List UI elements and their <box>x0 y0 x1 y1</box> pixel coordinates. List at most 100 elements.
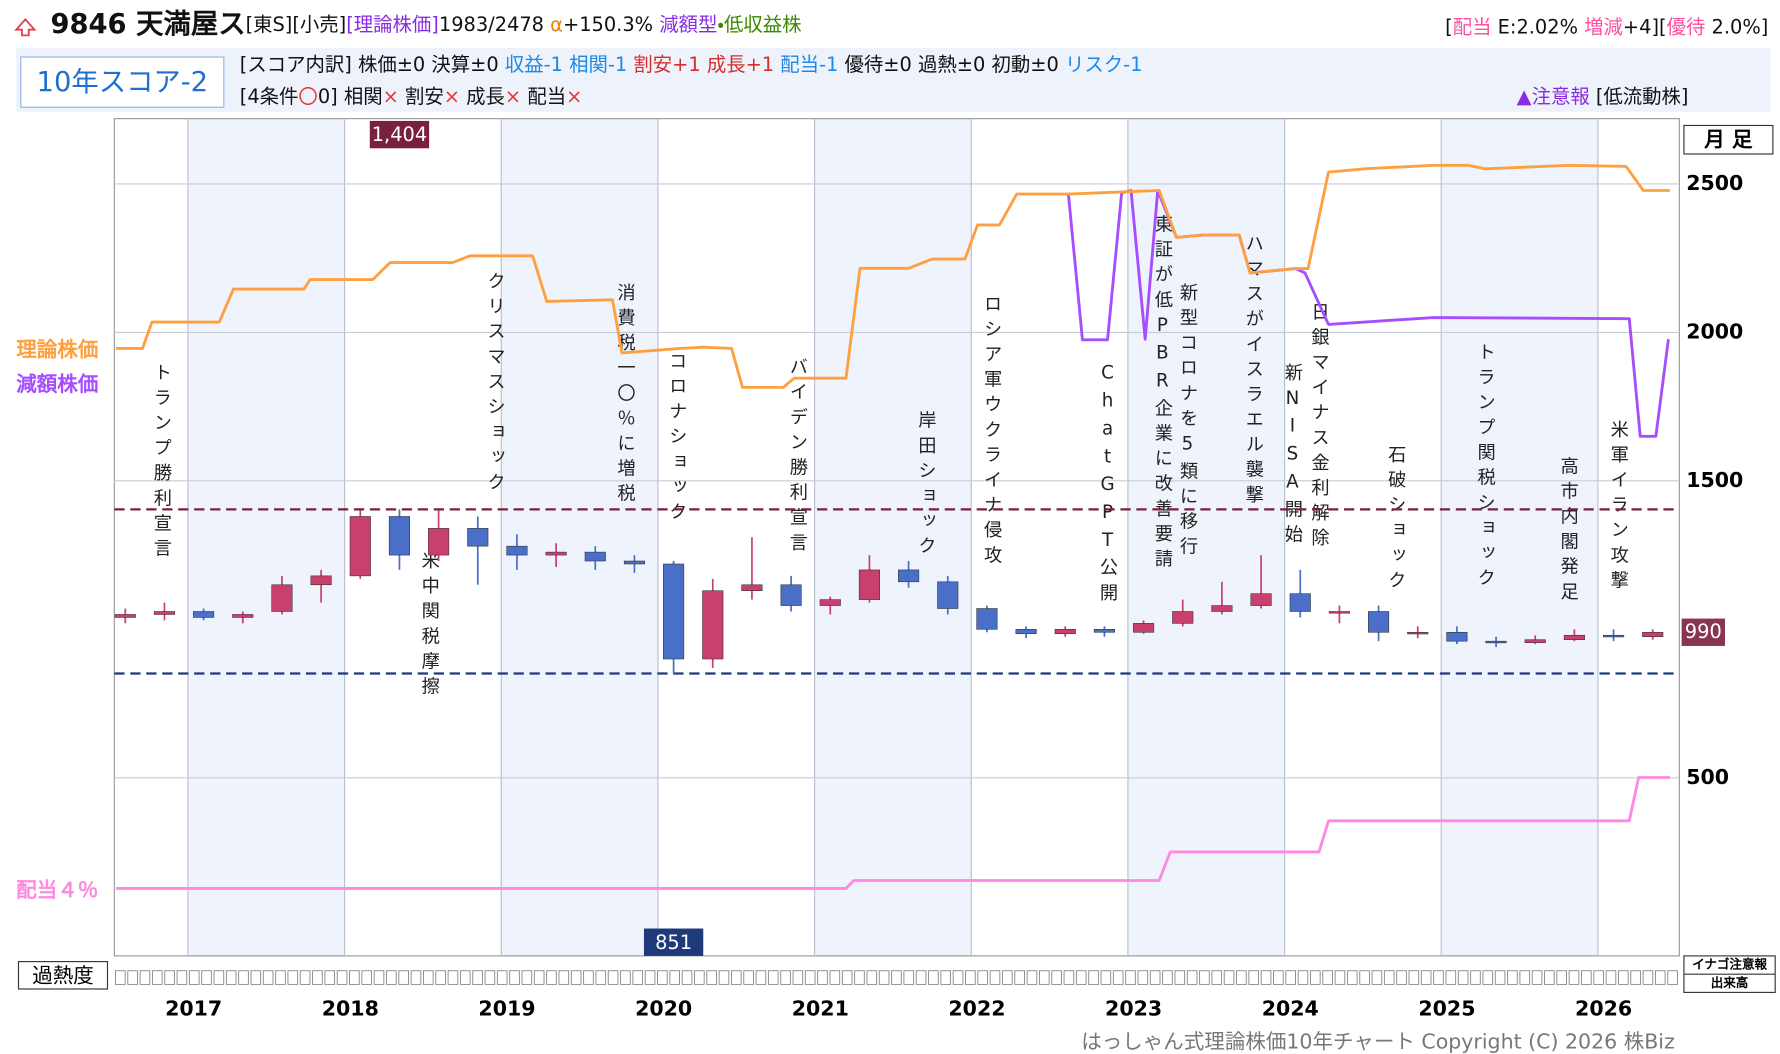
candle-body <box>1446 631 1468 642</box>
event-annotation: 日銀マイナス金利解除 <box>1309 302 1330 553</box>
candle-body <box>858 569 880 600</box>
candle-body <box>1211 605 1233 612</box>
overheat-cell <box>1470 970 1481 985</box>
header-segment: 1983/2478 <box>439 13 550 36</box>
last-price-bg <box>1681 618 1725 646</box>
candle-body <box>1289 593 1311 612</box>
header-segment: 割安+1 成長+1 <box>633 53 780 76</box>
event-annotation: コロナショック <box>666 351 687 527</box>
header-segment: 0] 相関 <box>318 84 383 107</box>
overheat-cell <box>1088 970 1099 985</box>
overheat-cell <box>188 970 200 985</box>
overheat-cell <box>1519 970 1531 985</box>
year-band <box>187 118 345 956</box>
overheat-cell <box>891 970 902 985</box>
x-tick-label: 2018 <box>322 997 379 1021</box>
event-annotation: トランプ関税ショック <box>1475 342 1496 593</box>
overheat-cell <box>533 970 545 985</box>
overheat-cell <box>1359 970 1370 985</box>
overheat-cell <box>410 970 422 985</box>
overheat-cell <box>1236 970 1247 985</box>
overheat-cell <box>312 970 323 985</box>
overheat-cell <box>287 970 299 985</box>
overheat-cell <box>977 970 988 985</box>
overheat-cell <box>829 970 841 985</box>
x-tick-label: 2017 <box>165 997 222 1021</box>
candle-body <box>428 528 450 556</box>
overheat-cell <box>1038 970 1050 985</box>
candle-body <box>1407 631 1429 635</box>
header-segment: [ <box>1445 15 1453 38</box>
reference-label: 851 <box>655 931 692 954</box>
overheat-cell <box>1531 970 1543 985</box>
overheat-cell <box>866 970 878 985</box>
candle-body <box>1524 639 1546 643</box>
reference-label: 1,404 <box>372 123 427 146</box>
overheat-cell <box>213 970 225 985</box>
overheat-cell <box>386 970 397 985</box>
overheat-cell <box>1026 970 1038 985</box>
overheat-cell <box>1285 970 1296 985</box>
overheat-cell <box>743 970 754 985</box>
overheat-cell <box>730 970 742 985</box>
overheat-cell <box>1457 970 1469 985</box>
x-tick-label: 2020 <box>635 997 692 1021</box>
header-segment: [4条件 <box>240 84 299 107</box>
y-tick-label: 1500 <box>1686 468 1743 492</box>
event-annotation: 消費税一〇％に増税 <box>615 283 636 509</box>
year-band <box>1127 118 1285 956</box>
header-segment: 配当 <box>521 84 566 107</box>
overheat-cell <box>139 970 151 985</box>
overheat-cell <box>989 970 1001 985</box>
header-segment: [理論株価] <box>346 13 439 36</box>
overheat-cell <box>755 970 767 985</box>
overheat-cell <box>349 970 360 985</box>
overheat-cell <box>792 970 804 985</box>
overheat-cell <box>164 970 175 985</box>
legend-entry: 減額株価 <box>16 372 98 396</box>
overheat-cell <box>115 970 126 985</box>
header-segment: 2.0%] <box>1705 15 1768 38</box>
candle-body <box>1054 629 1076 635</box>
header-segment: 成長 <box>460 84 505 107</box>
candle-body <box>819 599 841 606</box>
overheat-cell <box>854 970 865 985</box>
overheat-cell <box>1507 970 1518 985</box>
overheat-cell <box>1346 970 1358 985</box>
overheat-cell <box>681 970 693 985</box>
overheat-cell <box>620 970 631 985</box>
overheat-cell <box>1162 970 1173 985</box>
overheat-cell <box>1654 970 1666 985</box>
candle-body <box>310 575 332 586</box>
overheat-cell <box>1605 970 1617 985</box>
overheat-cell <box>952 970 964 985</box>
overheat-cell <box>1322 970 1333 985</box>
overheat-cell <box>1075 970 1087 985</box>
year-band <box>1441 118 1598 956</box>
overheat-cell <box>225 970 237 985</box>
overheat-cell <box>1149 970 1161 985</box>
header-line: ▲注意報 [低流動株] <box>1517 84 1689 107</box>
timeframe: 月 足 <box>1703 127 1753 151</box>
overheat-cell <box>903 970 915 985</box>
plot-background <box>187 118 1598 956</box>
header-segment: リスク-1 <box>1065 53 1142 76</box>
overheat-cell <box>1002 970 1013 985</box>
overheat-cell <box>496 970 508 985</box>
event-annotation: 米中関税摩擦 <box>419 551 440 702</box>
x-tick-label: 2019 <box>478 997 535 1021</box>
candle-body <box>1603 634 1625 638</box>
overheat-cell <box>336 970 348 985</box>
overheat-cell <box>1137 970 1149 985</box>
legend-entry: 配当４％ <box>16 878 98 902</box>
reference-label-bg <box>369 120 430 149</box>
header-segment: ・低収益株 <box>717 13 801 36</box>
x-tick-label: 2024 <box>1262 997 1319 1021</box>
candle-body <box>545 551 567 556</box>
header-segment: 増減 <box>1584 15 1623 38</box>
overheat-cell <box>1014 970 1025 985</box>
overheat-cell <box>1445 970 1457 985</box>
header-segment: 〇 <box>298 84 317 107</box>
overheat-cell <box>878 970 890 985</box>
overheat-cell <box>657 970 668 985</box>
